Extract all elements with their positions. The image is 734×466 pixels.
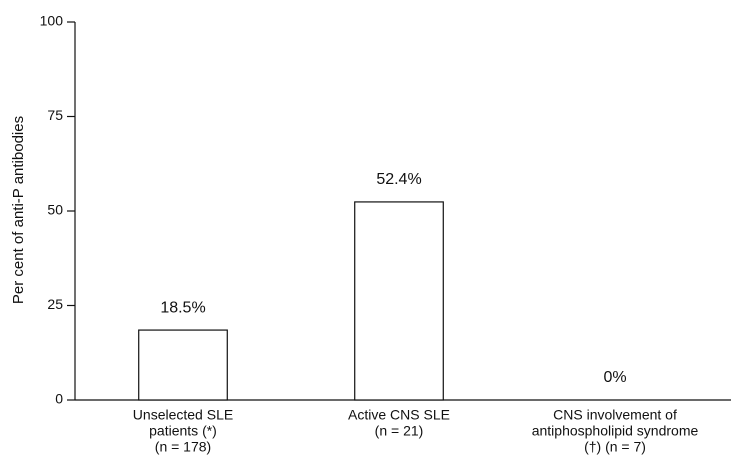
x-tick-label: CNS involvement of	[553, 407, 677, 423]
y-axis-label: Per cent of anti-P antibodies	[10, 116, 27, 304]
value-label: 52.4%	[376, 171, 421, 188]
y-tick-label: 50	[47, 202, 63, 218]
y-tick-label: 25	[47, 296, 63, 312]
x-tick-label: (n = 178)	[155, 439, 211, 455]
value-label: 18.5%	[160, 299, 205, 316]
value-label: 0%	[603, 369, 626, 386]
x-tick-label: Active CNS SLE	[348, 407, 450, 423]
bar	[138, 329, 228, 401]
y-tick-label: 0	[55, 391, 63, 407]
x-tick-label: (†) (n = 7)	[584, 439, 646, 455]
y-tick-label: 100	[40, 13, 64, 29]
x-tick-label: Unselected SLE	[133, 407, 233, 423]
x-tick-label: antiphospholipid syndrome	[532, 423, 699, 439]
x-tick-label: (n = 21)	[375, 423, 424, 439]
x-tick-label: patients (*)	[149, 423, 217, 439]
bar	[354, 201, 444, 401]
y-tick-label: 75	[47, 107, 63, 123]
